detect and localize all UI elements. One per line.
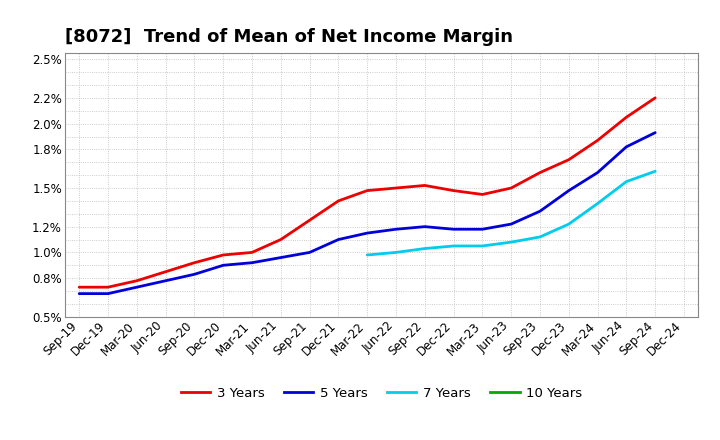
7 Years — [651, 169, 660, 174]
3 Years — [219, 253, 228, 258]
5 Years — [104, 291, 112, 296]
Text: [8072]  Trend of Mean of Net Income Margin: [8072] Trend of Mean of Net Income Margi… — [65, 28, 513, 46]
7 Years — [363, 253, 372, 258]
5 Years — [75, 291, 84, 296]
7 Years — [507, 239, 516, 245]
5 Years — [478, 227, 487, 232]
7 Years — [593, 201, 602, 206]
3 Years — [622, 114, 631, 120]
3 Years — [564, 157, 573, 162]
3 Years — [651, 95, 660, 100]
5 Years — [392, 227, 400, 232]
3 Years — [305, 217, 314, 223]
3 Years — [132, 278, 141, 283]
3 Years — [334, 198, 343, 204]
5 Years — [536, 209, 544, 214]
5 Years — [190, 271, 199, 277]
7 Years — [420, 246, 429, 251]
5 Years — [507, 221, 516, 227]
7 Years — [622, 179, 631, 184]
3 Years — [392, 185, 400, 191]
3 Years — [593, 138, 602, 143]
5 Years — [276, 255, 285, 260]
3 Years — [363, 188, 372, 193]
5 Years — [593, 170, 602, 175]
5 Years — [248, 260, 256, 265]
5 Years — [564, 188, 573, 193]
3 Years — [161, 269, 170, 275]
3 Years — [75, 285, 84, 290]
3 Years — [104, 285, 112, 290]
5 Years — [219, 263, 228, 268]
3 Years — [420, 183, 429, 188]
5 Years — [651, 130, 660, 135]
7 Years — [392, 250, 400, 255]
3 Years — [536, 170, 544, 175]
5 Years — [305, 250, 314, 255]
Line: 5 Years: 5 Years — [79, 132, 655, 293]
3 Years — [449, 188, 458, 193]
5 Years — [334, 237, 343, 242]
Line: 7 Years: 7 Years — [367, 171, 655, 255]
Legend: 3 Years, 5 Years, 7 Years, 10 Years: 3 Years, 5 Years, 7 Years, 10 Years — [176, 381, 588, 405]
5 Years — [622, 144, 631, 150]
5 Years — [449, 227, 458, 232]
Line: 3 Years: 3 Years — [79, 98, 655, 287]
3 Years — [248, 250, 256, 255]
3 Years — [276, 237, 285, 242]
7 Years — [564, 221, 573, 227]
3 Years — [507, 185, 516, 191]
7 Years — [449, 243, 458, 249]
5 Years — [363, 231, 372, 236]
7 Years — [536, 235, 544, 240]
7 Years — [478, 243, 487, 249]
5 Years — [420, 224, 429, 229]
3 Years — [190, 260, 199, 265]
3 Years — [478, 192, 487, 197]
5 Years — [132, 285, 141, 290]
5 Years — [161, 278, 170, 283]
